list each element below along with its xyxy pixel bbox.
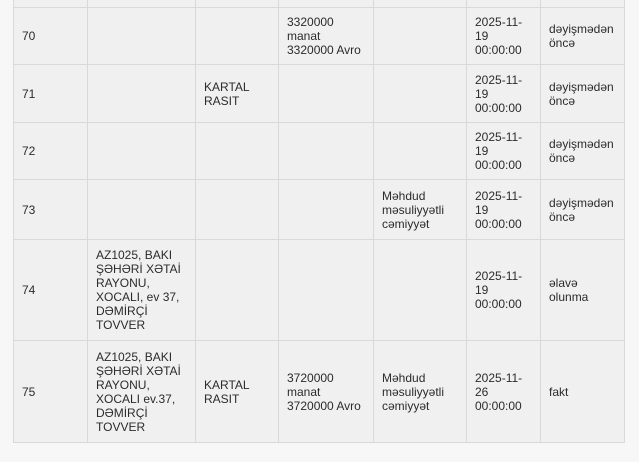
cell-address xyxy=(87,122,196,180)
cell-empty xyxy=(87,0,196,8)
records-table-body: 70 3320000 manat 3320000 Avro 2025-11- 1… xyxy=(13,0,625,443)
cell-date: 2025-11- 19 00:00:00 xyxy=(466,64,541,123)
cell-empty xyxy=(195,0,279,8)
cell-status: dəyişmədən öncə xyxy=(540,179,625,240)
cell-name xyxy=(195,7,279,65)
cell-name xyxy=(195,239,279,341)
cell-row-number: 75 xyxy=(13,340,88,443)
table-row-70: 70 3320000 manat 3320000 Avro 2025-11- 1… xyxy=(13,7,625,65)
cell-company-type xyxy=(373,7,467,65)
cell-company-type: Məhdud məsuliyyətli cəmiyyət xyxy=(373,340,467,443)
table-row-75: 75 AZ1025, BAKI ŞƏHƏRİ XƏTAİ RAYONU, XOC… xyxy=(13,340,625,443)
cell-amount: 3320000 manat 3320000 Avro xyxy=(278,7,374,65)
cell-empty xyxy=(540,0,625,8)
cell-empty xyxy=(13,0,88,8)
cell-status: fakt xyxy=(540,340,625,443)
cell-status: dəyişmədən öncə xyxy=(540,64,625,123)
cell-date: 2025-11- 26 00:00:00 xyxy=(466,340,541,443)
cell-address: AZ1025, BAKI ŞƏHƏRİ XƏTAİ RAYONU, XOCALI… xyxy=(87,340,196,443)
cell-row-number: 73 xyxy=(13,179,88,240)
cell-status: dəyişmədən öncə xyxy=(540,122,625,180)
cell-name: KARTAL RASIT xyxy=(195,64,279,123)
cell-address: AZ1025, BAKI ŞƏHƏRİ XƏTAİ RAYONU, XOCALI… xyxy=(87,239,196,341)
cell-date: 2025-11- 19 00:00:00 xyxy=(466,7,541,65)
cell-status: əlavə olunma xyxy=(540,239,625,341)
cell-company-type xyxy=(373,122,467,180)
cell-date: 2025-11- 19 00:00:00 xyxy=(466,179,541,240)
cell-address xyxy=(87,7,196,65)
cell-amount xyxy=(278,64,374,123)
cell-amount xyxy=(278,179,374,240)
cell-company-type xyxy=(373,64,467,123)
cell-company-type: Məhdud məsuliyyətli cəmiyyət xyxy=(373,179,467,240)
cell-empty xyxy=(466,0,541,8)
cell-amount xyxy=(278,122,374,180)
cell-company-type xyxy=(373,239,467,341)
cell-address xyxy=(87,64,196,123)
cell-row-number: 71 xyxy=(13,64,88,123)
table-row-72: 72 2025-11- 19 00:00:00 dəyişmədən öncə xyxy=(13,122,625,180)
table-row-partial xyxy=(13,0,625,8)
cell-date: 2025-11- 19 00:00:00 xyxy=(466,239,541,341)
cell-name xyxy=(195,122,279,180)
table-row-73: 73 Məhdud məsuliyyətli cəmiyyət 2025-11-… xyxy=(13,179,625,240)
cell-row-number: 70 xyxy=(13,7,88,65)
cell-date: 2025-11- 19 00:00:00 xyxy=(466,122,541,180)
cell-status: dəyişmədən öncə xyxy=(540,7,625,65)
records-table: 70 3320000 manat 3320000 Avro 2025-11- 1… xyxy=(13,0,625,443)
cell-row-number: 72 xyxy=(13,122,88,180)
table-row-74: 74 AZ1025, BAKI ŞƏHƏRİ XƏTAİ RAYONU, XOC… xyxy=(13,239,625,341)
cell-amount xyxy=(278,239,374,341)
cell-row-number: 74 xyxy=(13,239,88,341)
cell-amount: 3720000 manat 3720000 Avro xyxy=(278,340,374,443)
cell-name: KARTAL RASIT xyxy=(195,340,279,443)
cell-empty xyxy=(278,0,374,8)
cell-address xyxy=(87,179,196,240)
table-row-71: 71 KARTAL RASIT 2025-11- 19 00:00:00 dəy… xyxy=(13,64,625,123)
cell-empty xyxy=(373,0,467,8)
cell-name xyxy=(195,179,279,240)
